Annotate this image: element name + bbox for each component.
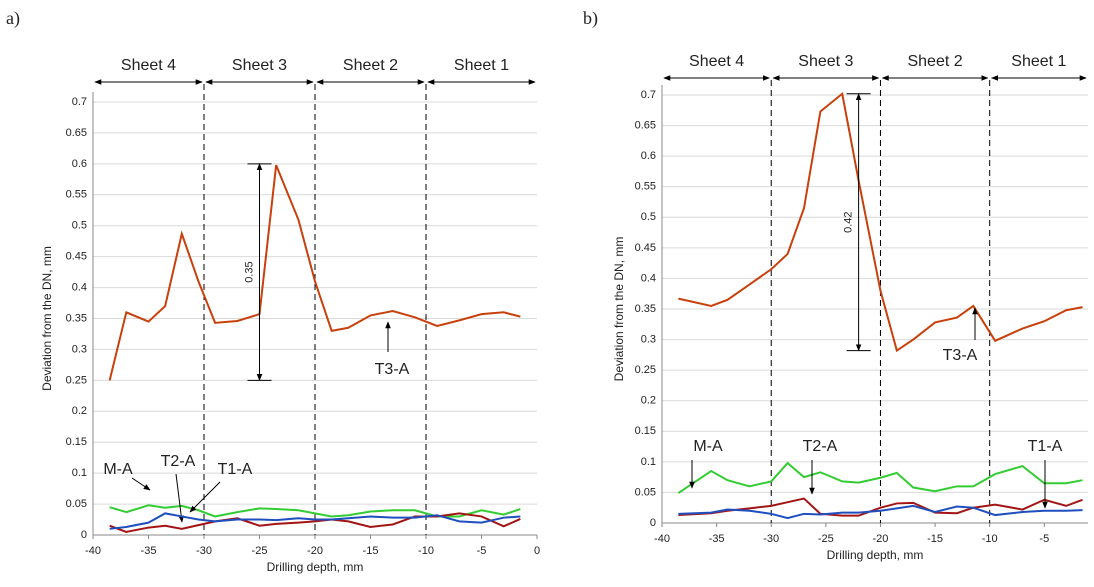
x-tick-label: -5 bbox=[1039, 533, 1049, 545]
y-tick-label: 0.65 bbox=[635, 119, 656, 131]
series-line bbox=[677, 461, 1083, 494]
x-tick-label: -40 bbox=[85, 545, 101, 557]
dimension-label: 0.35 bbox=[243, 261, 255, 282]
x-tick-label: -35 bbox=[141, 545, 157, 557]
y-tick-label: 0.55 bbox=[635, 181, 656, 193]
x-tick-label: -20 bbox=[873, 533, 889, 545]
x-tick-label: -30 bbox=[196, 545, 212, 557]
y-tick-label: 0.05 bbox=[635, 486, 656, 498]
y-tick-label: 0.5 bbox=[641, 211, 656, 223]
sheet-label: Sheet 1 bbox=[454, 57, 509, 74]
y-tick-label: 0.3 bbox=[72, 343, 87, 355]
x-tick-label: -40 bbox=[654, 533, 670, 545]
dimension-label: 0.42 bbox=[843, 211, 855, 232]
series-line bbox=[109, 504, 521, 518]
y-tick-label: 0.4 bbox=[72, 281, 87, 293]
y-tick-label: 0.4 bbox=[641, 272, 656, 284]
x-axis-label: Drilling depth, mm bbox=[827, 548, 924, 562]
series-line bbox=[678, 497, 1083, 517]
y-tick-label: 0.15 bbox=[635, 425, 656, 437]
x-tick-label: -25 bbox=[252, 545, 268, 557]
y-tick-label: 0.55 bbox=[66, 189, 87, 201]
y-tick-label: 0.2 bbox=[72, 405, 87, 417]
y-tick-label: 0.7 bbox=[72, 96, 87, 108]
series-label: M-A bbox=[693, 438, 723, 455]
series-label: T2-A bbox=[161, 453, 196, 470]
x-tick-label: -20 bbox=[307, 545, 323, 557]
sheet-label: Sheet 3 bbox=[232, 57, 287, 74]
y-axis-label: Deviation from the DN, mm bbox=[40, 246, 54, 391]
series-line bbox=[109, 512, 521, 530]
y-tick-label: 0.35 bbox=[635, 303, 656, 315]
series-pointer bbox=[131, 477, 151, 491]
series-line bbox=[678, 504, 1083, 520]
series-label: T3-A bbox=[943, 347, 978, 364]
y-tick-label: 0.15 bbox=[66, 436, 87, 448]
series-label: M-A bbox=[103, 461, 133, 478]
x-tick-label: -5 bbox=[477, 545, 487, 557]
y-tick-label: 0.7 bbox=[641, 89, 656, 101]
y-tick-label: 0.65 bbox=[66, 127, 87, 139]
y-tick-label: 0.35 bbox=[66, 312, 87, 324]
y-tick-label: 0.45 bbox=[66, 251, 87, 263]
y-tick-label: 0.45 bbox=[635, 242, 656, 254]
sheet-label: Sheet 4 bbox=[121, 57, 176, 74]
series-label: T2-A bbox=[803, 438, 838, 455]
x-tick-label: -15 bbox=[927, 533, 943, 545]
y-tick-label: 0.1 bbox=[72, 467, 87, 479]
y-tick-label: 0.6 bbox=[641, 150, 656, 162]
sheet-label: Sheet 2 bbox=[907, 53, 962, 70]
sheet-label: Sheet 3 bbox=[798, 53, 853, 70]
x-tick-label: -10 bbox=[982, 533, 998, 545]
series-line bbox=[109, 512, 521, 533]
y-tick-label: 0.2 bbox=[641, 395, 656, 407]
y-tick-label: 0.25 bbox=[635, 364, 656, 376]
panel-label: b) bbox=[583, 8, 598, 29]
x-axis-label: Drilling depth, mm bbox=[267, 560, 364, 574]
series-label: T1-A bbox=[1028, 438, 1063, 455]
y-tick-label: 0.05 bbox=[66, 498, 87, 510]
y-axis-label: Deviation from the DN, mm bbox=[612, 237, 626, 382]
y-tick-label: 0.6 bbox=[72, 158, 87, 170]
y-tick-label: 0.1 bbox=[641, 456, 656, 468]
series-label: T1-A bbox=[218, 461, 253, 478]
series-line bbox=[678, 91, 1083, 353]
x-tick-label: -10 bbox=[418, 545, 434, 557]
y-tick-label: 0 bbox=[81, 529, 87, 541]
sheet-label: Sheet 2 bbox=[343, 57, 398, 74]
y-tick-label: 0 bbox=[650, 517, 656, 529]
y-tick-label: 0.25 bbox=[66, 374, 87, 386]
x-tick-label: -15 bbox=[363, 545, 379, 557]
series-pointer bbox=[189, 481, 221, 513]
y-tick-label: 0.5 bbox=[72, 220, 87, 232]
x-tick-label: -25 bbox=[818, 533, 834, 545]
x-tick-label: -30 bbox=[763, 533, 779, 545]
series-label: T3-A bbox=[375, 361, 410, 378]
x-tick-label: -35 bbox=[709, 533, 725, 545]
series-line bbox=[108, 164, 521, 381]
sheet-label: Sheet 4 bbox=[689, 53, 744, 70]
panel-label: a) bbox=[6, 8, 20, 29]
sheet-label: Sheet 1 bbox=[1011, 53, 1066, 70]
x-tick-label: 0 bbox=[534, 545, 540, 557]
y-tick-label: 0.3 bbox=[641, 333, 656, 345]
series-pointer bbox=[175, 473, 184, 523]
